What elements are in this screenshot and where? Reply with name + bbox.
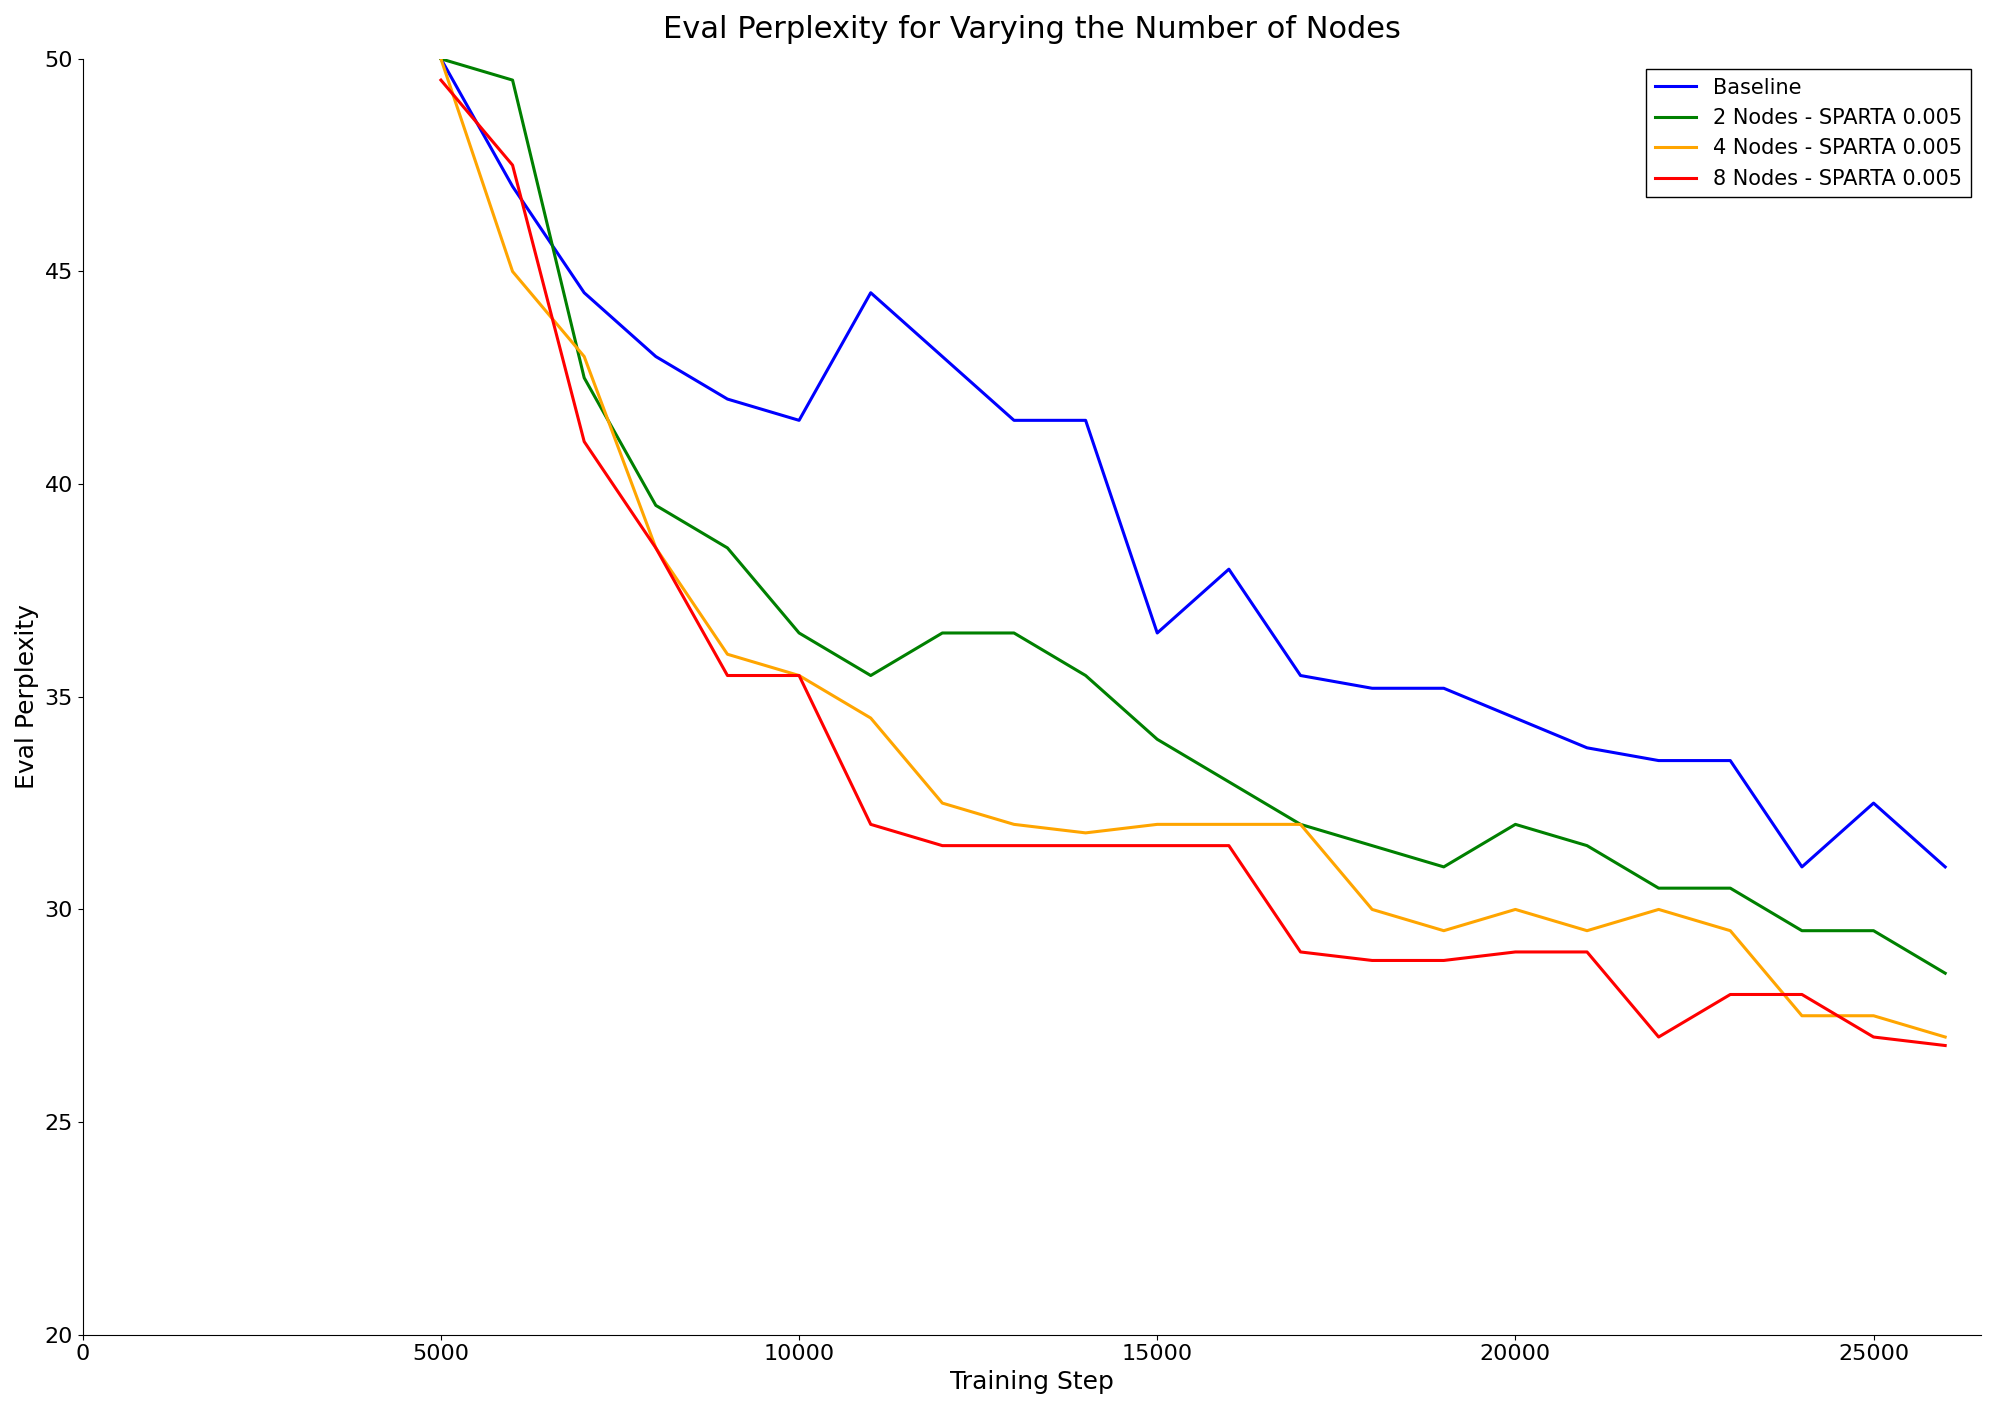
2 Nodes - SPARTA 0.005 <box>1431 858 1455 875</box>
X-axis label: Training Step: Training Step <box>950 1370 1114 1394</box>
Baseline <box>501 178 525 194</box>
2 Nodes - SPARTA 0.005 <box>715 540 739 557</box>
8 Nodes - SPARTA 0.005 <box>1503 944 1527 961</box>
Baseline <box>786 411 810 428</box>
4 Nodes - SPARTA 0.005 <box>1503 900 1527 917</box>
Baseline <box>1218 561 1242 578</box>
Baseline <box>1934 858 1958 875</box>
8 Nodes - SPARTA 0.005 <box>573 433 597 449</box>
8 Nodes - SPARTA 0.005 <box>1862 1029 1886 1045</box>
4 Nodes - SPARTA 0.005 <box>1790 1007 1814 1024</box>
4 Nodes - SPARTA 0.005 <box>1647 900 1671 917</box>
8 Nodes - SPARTA 0.005 <box>1719 986 1743 1003</box>
Baseline <box>1719 752 1743 769</box>
Baseline <box>858 285 882 302</box>
Baseline <box>1503 710 1527 727</box>
Line: Baseline: Baseline <box>441 59 1946 867</box>
8 Nodes - SPARTA 0.005 <box>1934 1037 1958 1054</box>
2 Nodes - SPARTA 0.005 <box>1146 731 1170 748</box>
8 Nodes - SPARTA 0.005 <box>1218 837 1242 854</box>
4 Nodes - SPARTA 0.005 <box>715 645 739 662</box>
Legend: Baseline, 2 Nodes - SPARTA 0.005, 4 Nodes - SPARTA 0.005, 8 Nodes - SPARTA 0.005: Baseline, 2 Nodes - SPARTA 0.005, 4 Node… <box>1647 69 1970 197</box>
2 Nodes - SPARTA 0.005 <box>1790 923 1814 940</box>
Line: 2 Nodes - SPARTA 0.005: 2 Nodes - SPARTA 0.005 <box>441 59 1946 974</box>
2 Nodes - SPARTA 0.005 <box>930 624 954 641</box>
Baseline <box>1431 679 1455 696</box>
4 Nodes - SPARTA 0.005 <box>501 263 525 280</box>
Baseline <box>645 348 669 365</box>
4 Nodes - SPARTA 0.005 <box>1146 816 1170 833</box>
Baseline <box>573 285 597 302</box>
4 Nodes - SPARTA 0.005 <box>645 540 669 557</box>
2 Nodes - SPARTA 0.005 <box>501 72 525 89</box>
8 Nodes - SPARTA 0.005 <box>1359 952 1383 969</box>
8 Nodes - SPARTA 0.005 <box>1002 837 1026 854</box>
8 Nodes - SPARTA 0.005 <box>1146 837 1170 854</box>
2 Nodes - SPARTA 0.005 <box>1719 879 1743 896</box>
4 Nodes - SPARTA 0.005 <box>1719 923 1743 940</box>
2 Nodes - SPARTA 0.005 <box>1359 837 1383 854</box>
4 Nodes - SPARTA 0.005 <box>573 348 597 365</box>
Baseline <box>1575 740 1599 757</box>
4 Nodes - SPARTA 0.005 <box>1359 900 1383 917</box>
2 Nodes - SPARTA 0.005 <box>1074 666 1098 683</box>
8 Nodes - SPARTA 0.005 <box>501 156 525 173</box>
8 Nodes - SPARTA 0.005 <box>429 72 453 89</box>
8 Nodes - SPARTA 0.005 <box>1647 1029 1671 1045</box>
Baseline <box>1359 679 1383 696</box>
2 Nodes - SPARTA 0.005 <box>1218 774 1242 790</box>
Baseline <box>1647 752 1671 769</box>
2 Nodes - SPARTA 0.005 <box>1289 816 1313 833</box>
2 Nodes - SPARTA 0.005 <box>1002 624 1026 641</box>
2 Nodes - SPARTA 0.005 <box>1575 837 1599 854</box>
4 Nodes - SPARTA 0.005 <box>429 51 453 68</box>
4 Nodes - SPARTA 0.005 <box>858 710 882 727</box>
Baseline <box>715 390 739 407</box>
4 Nodes - SPARTA 0.005 <box>1074 824 1098 841</box>
Baseline <box>1790 858 1814 875</box>
4 Nodes - SPARTA 0.005 <box>786 666 810 683</box>
8 Nodes - SPARTA 0.005 <box>1575 944 1599 961</box>
Line: 8 Nodes - SPARTA 0.005: 8 Nodes - SPARTA 0.005 <box>441 80 1946 1045</box>
4 Nodes - SPARTA 0.005 <box>1575 923 1599 940</box>
2 Nodes - SPARTA 0.005 <box>858 666 882 683</box>
8 Nodes - SPARTA 0.005 <box>1431 952 1455 969</box>
Y-axis label: Eval Perplexity: Eval Perplexity <box>16 604 40 789</box>
8 Nodes - SPARTA 0.005 <box>858 816 882 833</box>
4 Nodes - SPARTA 0.005 <box>1289 816 1313 833</box>
4 Nodes - SPARTA 0.005 <box>1862 1007 1886 1024</box>
8 Nodes - SPARTA 0.005 <box>1074 837 1098 854</box>
Baseline <box>1146 624 1170 641</box>
Title: Eval Perplexity for Varying the Number of Nodes: Eval Perplexity for Varying the Number o… <box>663 15 1401 44</box>
2 Nodes - SPARTA 0.005 <box>1647 879 1671 896</box>
Line: 4 Nodes - SPARTA 0.005: 4 Nodes - SPARTA 0.005 <box>441 59 1946 1037</box>
Baseline <box>1289 666 1313 683</box>
2 Nodes - SPARTA 0.005 <box>573 369 597 386</box>
8 Nodes - SPARTA 0.005 <box>1790 986 1814 1003</box>
2 Nodes - SPARTA 0.005 <box>1862 923 1886 940</box>
Baseline <box>429 51 453 68</box>
4 Nodes - SPARTA 0.005 <box>1002 816 1026 833</box>
2 Nodes - SPARTA 0.005 <box>429 51 453 68</box>
2 Nodes - SPARTA 0.005 <box>786 624 810 641</box>
8 Nodes - SPARTA 0.005 <box>715 666 739 683</box>
2 Nodes - SPARTA 0.005 <box>1503 816 1527 833</box>
4 Nodes - SPARTA 0.005 <box>930 795 954 812</box>
4 Nodes - SPARTA 0.005 <box>1431 923 1455 940</box>
8 Nodes - SPARTA 0.005 <box>786 666 810 683</box>
2 Nodes - SPARTA 0.005 <box>1934 965 1958 982</box>
Baseline <box>930 348 954 365</box>
Baseline <box>1862 795 1886 812</box>
4 Nodes - SPARTA 0.005 <box>1218 816 1242 833</box>
4 Nodes - SPARTA 0.005 <box>1934 1029 1958 1045</box>
8 Nodes - SPARTA 0.005 <box>645 540 669 557</box>
8 Nodes - SPARTA 0.005 <box>930 837 954 854</box>
Baseline <box>1074 411 1098 428</box>
2 Nodes - SPARTA 0.005 <box>645 497 669 514</box>
Baseline <box>1002 411 1026 428</box>
8 Nodes - SPARTA 0.005 <box>1289 944 1313 961</box>
